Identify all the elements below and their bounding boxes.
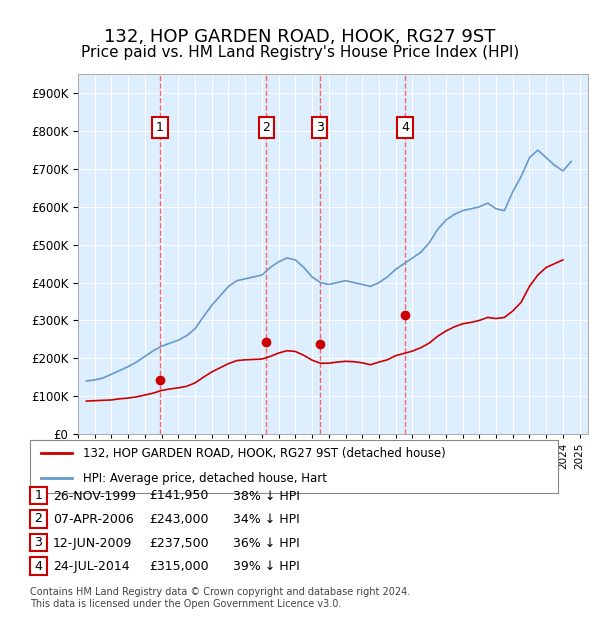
Text: 26-NOV-1999: 26-NOV-1999	[53, 490, 136, 502]
Text: 38% ↓ HPI: 38% ↓ HPI	[233, 490, 299, 502]
Text: £315,000: £315,000	[149, 560, 208, 573]
Text: 39% ↓ HPI: 39% ↓ HPI	[233, 560, 299, 573]
Text: 3: 3	[316, 121, 323, 134]
Text: 4: 4	[34, 560, 43, 572]
Text: 34% ↓ HPI: 34% ↓ HPI	[233, 513, 299, 526]
Text: 3: 3	[34, 536, 43, 549]
Text: 2: 2	[263, 121, 271, 134]
Text: £237,500: £237,500	[149, 537, 208, 549]
Text: 132, HOP GARDEN ROAD, HOOK, RG27 9ST: 132, HOP GARDEN ROAD, HOOK, RG27 9ST	[104, 28, 496, 46]
Text: Price paid vs. HM Land Registry's House Price Index (HPI): Price paid vs. HM Land Registry's House …	[81, 45, 519, 60]
Text: Contains HM Land Registry data © Crown copyright and database right 2024.
This d: Contains HM Land Registry data © Crown c…	[30, 587, 410, 609]
Text: 1: 1	[156, 121, 164, 134]
Text: 07-APR-2006: 07-APR-2006	[53, 513, 134, 526]
Text: 12-JUN-2009: 12-JUN-2009	[53, 537, 132, 549]
Text: 1: 1	[34, 489, 43, 502]
Text: 132, HOP GARDEN ROAD, HOOK, RG27 9ST (detached house): 132, HOP GARDEN ROAD, HOOK, RG27 9ST (de…	[83, 447, 446, 460]
Text: HPI: Average price, detached house, Hart: HPI: Average price, detached house, Hart	[83, 472, 327, 485]
Text: 24-JUL-2014: 24-JUL-2014	[53, 560, 130, 573]
Text: £141,950: £141,950	[149, 490, 208, 502]
Text: 2: 2	[34, 513, 43, 525]
Text: 36% ↓ HPI: 36% ↓ HPI	[233, 537, 299, 549]
Text: £243,000: £243,000	[149, 513, 208, 526]
Text: 4: 4	[401, 121, 409, 134]
